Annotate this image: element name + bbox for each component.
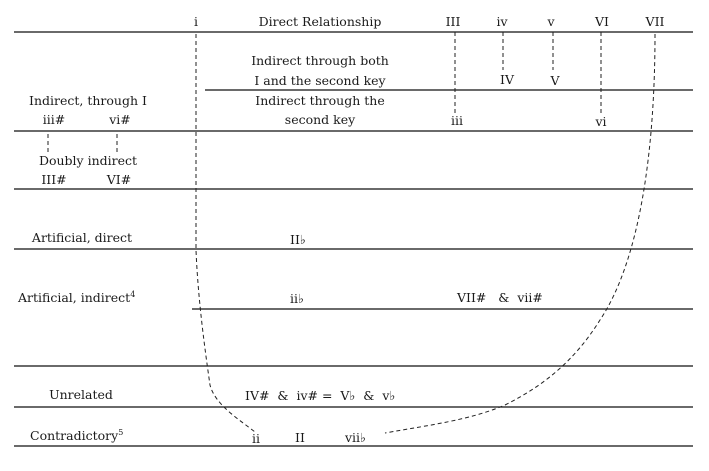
label-VI: VI <box>594 14 609 29</box>
label-vii-flat: vii♭ <box>344 430 366 445</box>
label-ii-flat: ii♭ <box>290 291 304 306</box>
label-contradictory: Contradictory5 <box>30 428 123 443</box>
label-III: III <box>446 14 461 29</box>
label-indirect-second-2: second key <box>285 112 356 127</box>
label-unrelated: Unrelated <box>49 387 113 402</box>
label-IV: IV <box>500 72 515 87</box>
connector-VII-to-vii-flat <box>384 33 656 434</box>
label-II-flat: II♭ <box>290 232 306 247</box>
label-VII: VII <box>645 14 665 29</box>
label-indirect-second-1: Indirect through the <box>255 93 384 108</box>
label-vi-sharp: vi# <box>108 112 131 127</box>
label-II: II <box>295 430 305 445</box>
label-V: V <box>549 73 560 88</box>
label-iii: iii <box>451 113 463 128</box>
label-artificial-direct: Artificial, direct <box>31 230 132 245</box>
connector-i-to-ii <box>195 34 256 433</box>
label-VII-vii-sharp: VII# & vii# <box>456 290 543 305</box>
label-III-sharp: III# <box>41 172 66 187</box>
label-artificial-indirect: Artificial, indirect4 <box>17 290 135 305</box>
label-unrelated-keys: IV# & iv# = V♭ & v♭ <box>245 388 395 403</box>
label-direct-relationship: Direct Relationship <box>259 14 382 29</box>
label-iii-sharp: iii# <box>43 112 65 127</box>
label-iv: iv <box>496 14 508 29</box>
label-vi: vi <box>594 114 606 129</box>
label-doubly-indirect: Doubly indirect <box>39 153 137 168</box>
label-VI-sharp: VI# <box>106 172 131 187</box>
footnote-5: 5 <box>118 428 123 437</box>
label-indirect-both-1: Indirect through both <box>251 53 389 68</box>
label-v: v <box>546 14 555 29</box>
label-i: i <box>194 14 198 29</box>
footnote-4: 4 <box>130 290 135 299</box>
label-ii: ii <box>252 431 260 446</box>
label-indirect-through-I: Indirect, through I <box>29 93 147 108</box>
label-indirect-both-2: I and the second key <box>254 73 386 88</box>
